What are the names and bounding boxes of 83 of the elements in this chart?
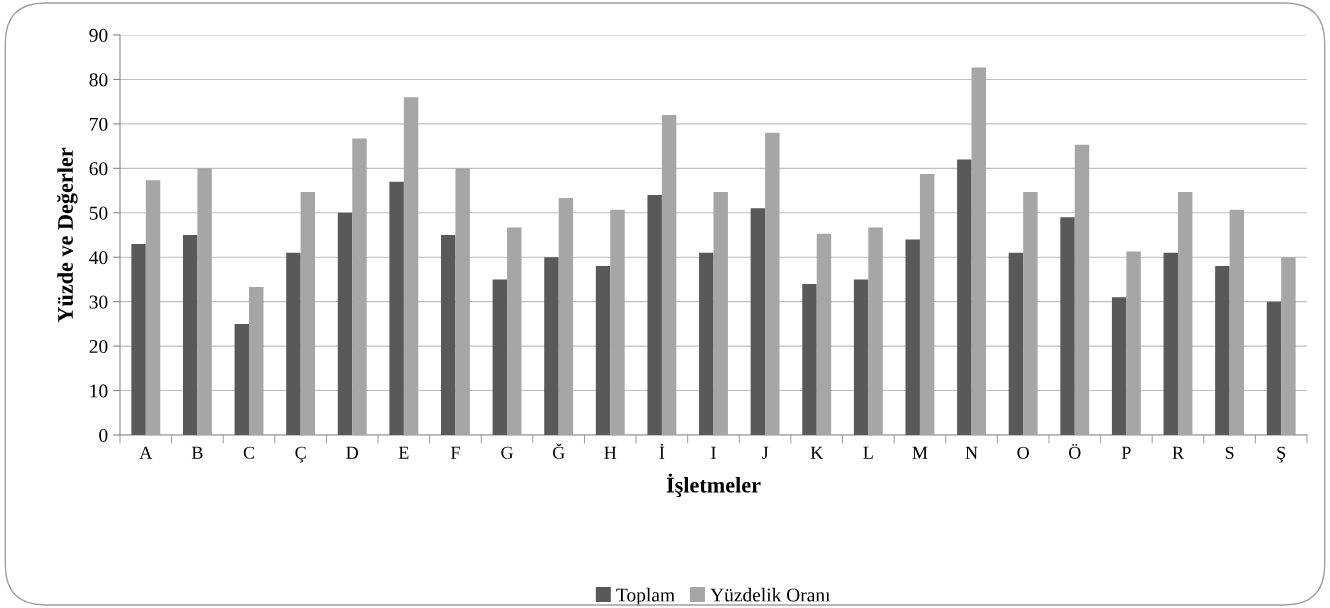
- bar: [352, 138, 367, 435]
- bar: [544, 257, 559, 435]
- y-tick-label: 20: [89, 339, 108, 354]
- bar: [1126, 251, 1141, 435]
- bar: [403, 97, 419, 435]
- x-tick-label: Ö: [1068, 443, 1081, 459]
- bar: [1111, 297, 1127, 435]
- x-tick-label: Ş: [1277, 446, 1286, 463]
- x-tick-label: F: [450, 446, 460, 459]
- bar: [971, 67, 986, 435]
- bar: [919, 174, 935, 435]
- bar: [1281, 257, 1296, 435]
- bar: [1008, 252, 1024, 435]
- x-tick-label: B: [191, 446, 203, 459]
- bar: [1177, 191, 1193, 435]
- bar: [750, 208, 766, 435]
- bar: [389, 181, 404, 435]
- bar: [337, 212, 353, 435]
- bar: [816, 233, 832, 435]
- bar: [507, 227, 522, 435]
- x-tick-label: K: [810, 446, 824, 459]
- bar: [249, 287, 264, 435]
- y-tick-label: 80: [89, 73, 108, 87]
- x-tick-label: N: [965, 446, 978, 459]
- x-tick-label: M: [912, 446, 928, 459]
- bar: [905, 239, 920, 435]
- bar: [1023, 191, 1038, 435]
- bar: [234, 323, 250, 435]
- bar: [286, 252, 301, 435]
- bar: [868, 227, 883, 435]
- bar: [145, 180, 161, 435]
- y-tick-label: 50: [89, 206, 108, 220]
- x-tick-label: Ç: [295, 446, 306, 463]
- bar: [492, 279, 508, 435]
- x-tick-label: S: [1225, 446, 1234, 459]
- x-tick-label: O: [1017, 446, 1029, 459]
- bar: [853, 279, 869, 435]
- bar: [1060, 217, 1075, 435]
- bar: [455, 168, 470, 435]
- x-tick-label: J: [761, 446, 769, 459]
- x-tick-label: A: [139, 446, 153, 459]
- x-tick-label: P: [1121, 446, 1131, 459]
- bar: [1266, 301, 1282, 435]
- bar: [661, 115, 677, 435]
- bar: [610, 209, 625, 435]
- legend-label: Yüzdelik Oranı: [710, 587, 831, 602]
- bar: [558, 198, 574, 435]
- bar: [131, 243, 146, 435]
- bar: [699, 252, 714, 435]
- x-tick-label: D: [346, 446, 359, 459]
- y-tick-label: 60: [89, 162, 108, 176]
- x-axis-title: İşletmeler: [666, 473, 761, 497]
- x-tick-label: Ğ: [552, 443, 565, 459]
- bar: [765, 132, 780, 435]
- bar: [197, 168, 212, 435]
- bar: [182, 235, 198, 435]
- y-tick-label: 40: [89, 251, 108, 265]
- bar: [957, 159, 972, 435]
- bar: [713, 191, 728, 435]
- y-axis-title: Yüzde ve Değerler: [57, 147, 78, 323]
- x-tick-label: L: [863, 446, 873, 459]
- bar: [1229, 209, 1245, 435]
- legend-label: Toplam: [616, 587, 675, 606]
- bar: [1215, 266, 1230, 435]
- x-tick-label: E: [398, 446, 409, 459]
- bar: [595, 266, 611, 435]
- y-tick-label: 30: [89, 295, 108, 309]
- x-tick-label: R: [1172, 446, 1184, 459]
- x-tick-label: İ: [659, 443, 665, 459]
- bar: [1163, 252, 1178, 435]
- y-tick-label: 70: [90, 117, 108, 131]
- bar: [300, 191, 316, 435]
- y-tick-label: 90: [89, 28, 108, 42]
- bar: [647, 195, 662, 435]
- x-tick-label: G: [501, 446, 514, 459]
- y-tick-label: 10: [90, 384, 108, 398]
- x-tick-label: H: [604, 446, 617, 459]
- x-tick-label: C: [243, 446, 255, 459]
- bar: [802, 283, 817, 435]
- x-tick-label: I: [711, 446, 716, 459]
- bar: [441, 235, 456, 435]
- bar: [1074, 144, 1090, 435]
- y-tick-label: 0: [99, 428, 108, 442]
